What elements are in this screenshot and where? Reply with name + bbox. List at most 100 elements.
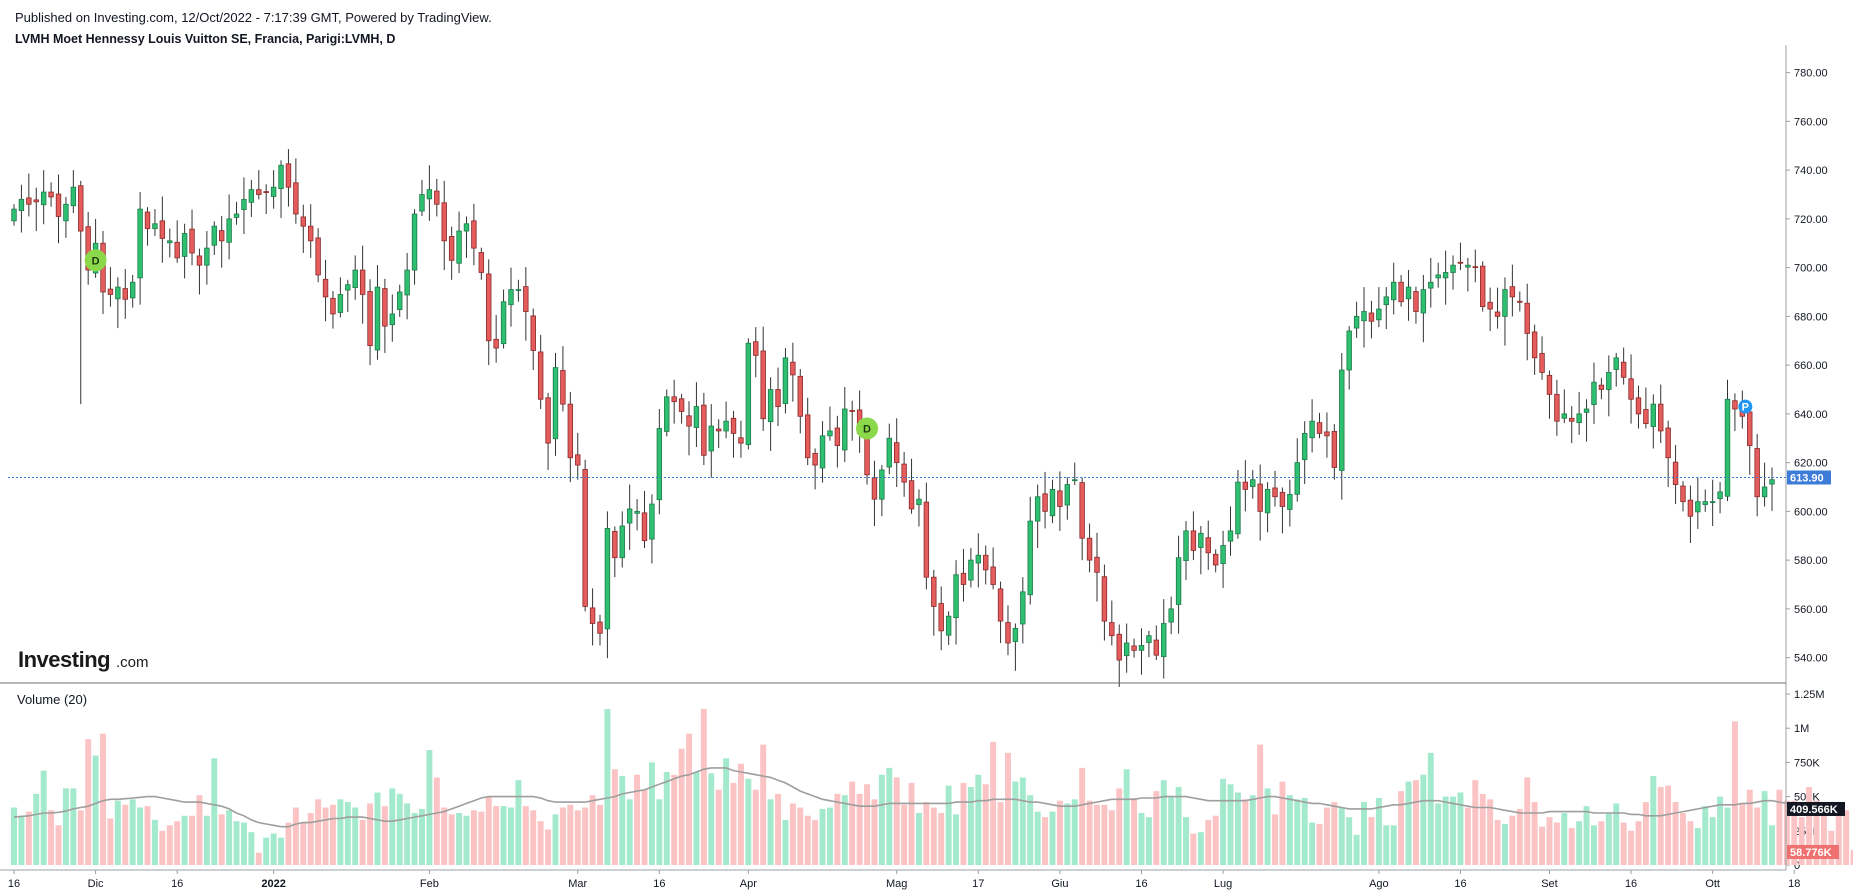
volume-bar [886,767,893,865]
time-tick-label: 16 [653,878,665,890]
volume-bar [1724,807,1731,865]
volume-bar [92,755,99,865]
volume-bar [1227,784,1234,865]
volume-bar [775,793,781,865]
candle-body [367,291,373,347]
volume-bar [663,771,670,865]
candle-body [827,430,833,437]
volume-bar [218,814,225,865]
price-tick-label: 740.00 [1794,165,1828,177]
candle-body [434,190,440,205]
candle-body [871,477,878,500]
candle-body [352,269,358,289]
volume-bar [1197,832,1204,865]
candle-body [1242,481,1249,490]
volume-bar [33,793,40,865]
candle-body [448,236,455,261]
volume-bar [508,807,514,865]
volume-bar [686,733,692,865]
marker-p-icon[interactable] [1738,399,1753,414]
candle-body [782,357,789,405]
logo-sub: .com [116,654,149,671]
candle-body [812,452,818,466]
candle-body [612,530,618,559]
volume-bar [797,807,804,865]
candle-body [1717,491,1723,500]
volume-bar [1138,813,1145,865]
candle-body [1198,532,1204,548]
time-tick-label: Lug [1214,878,1232,890]
volume-bar [559,807,566,865]
volume-bar [1635,821,1642,865]
candle-body [1754,448,1760,498]
volume-bar [982,784,989,865]
candle-body [686,415,692,427]
volume-bar [1027,795,1034,865]
candle-body [1724,398,1731,497]
candle-body [1042,493,1048,512]
candle-body [1747,411,1753,446]
volume-bar [1709,817,1716,865]
candle-body [85,226,91,271]
candle-body [1435,274,1441,279]
candle-body [849,410,855,412]
candle-body [300,216,306,227]
volume-bar [708,773,715,865]
volume-bar [1820,815,1827,865]
volume-bar [344,802,351,865]
candle-body [1687,499,1694,517]
price-tick-label: 720.00 [1794,214,1828,226]
candle-body [189,228,195,254]
volume-bar [1323,807,1330,865]
volume-bar [1279,781,1286,865]
volume-bar [1739,803,1746,865]
candle-body [931,576,937,607]
candle-body [1732,400,1738,410]
volume-bar [1524,777,1531,865]
time-tick-label: 16 [1135,878,1147,890]
candle-body [641,512,648,542]
volume-bar [255,852,262,865]
last-volume-tag-label: 58.776K [1790,847,1832,859]
volume-bar [760,744,767,865]
price-axis-ticks: 780.00 760.00 740.00 720.00 700.00 680.00 660.… [1786,68,1828,665]
candle-body [1005,622,1011,644]
candle-body [1643,409,1649,425]
volume-bar [1234,792,1241,865]
candle-body [270,186,277,197]
candle-body [671,396,677,403]
volume-bar [62,788,69,865]
candle-body [604,528,611,630]
candle-body [248,189,255,203]
candle-body [1168,608,1174,623]
volume-bar [1457,792,1464,865]
time-tick-label: Set [1541,878,1558,890]
volume-bar [463,815,470,865]
marker-d-icon[interactable] [84,249,107,272]
candle-body [753,341,759,356]
volume-bar [1056,800,1063,865]
candle-body [715,428,722,432]
volume-bar [1086,800,1093,865]
volume-bar [1346,817,1353,865]
candle-body [456,230,462,264]
volume-bar [1331,802,1338,865]
candle-body [760,350,766,420]
volume-bar [1665,785,1672,865]
volume-bar [1116,788,1123,865]
candle-body [923,501,930,578]
volume-bar [226,810,233,865]
volume-bar [1353,834,1360,865]
volume-bars [11,709,1853,865]
marker-d-icon[interactable] [856,417,879,440]
candle-body [1650,403,1657,427]
volume-bar [960,782,967,865]
volume-bar [122,804,129,865]
volume-bar [129,799,136,865]
candle-body [1235,481,1241,535]
volume-bar [337,799,344,865]
candle-body [1064,484,1071,506]
volume-bar [203,815,210,865]
candle-body [1383,296,1389,306]
